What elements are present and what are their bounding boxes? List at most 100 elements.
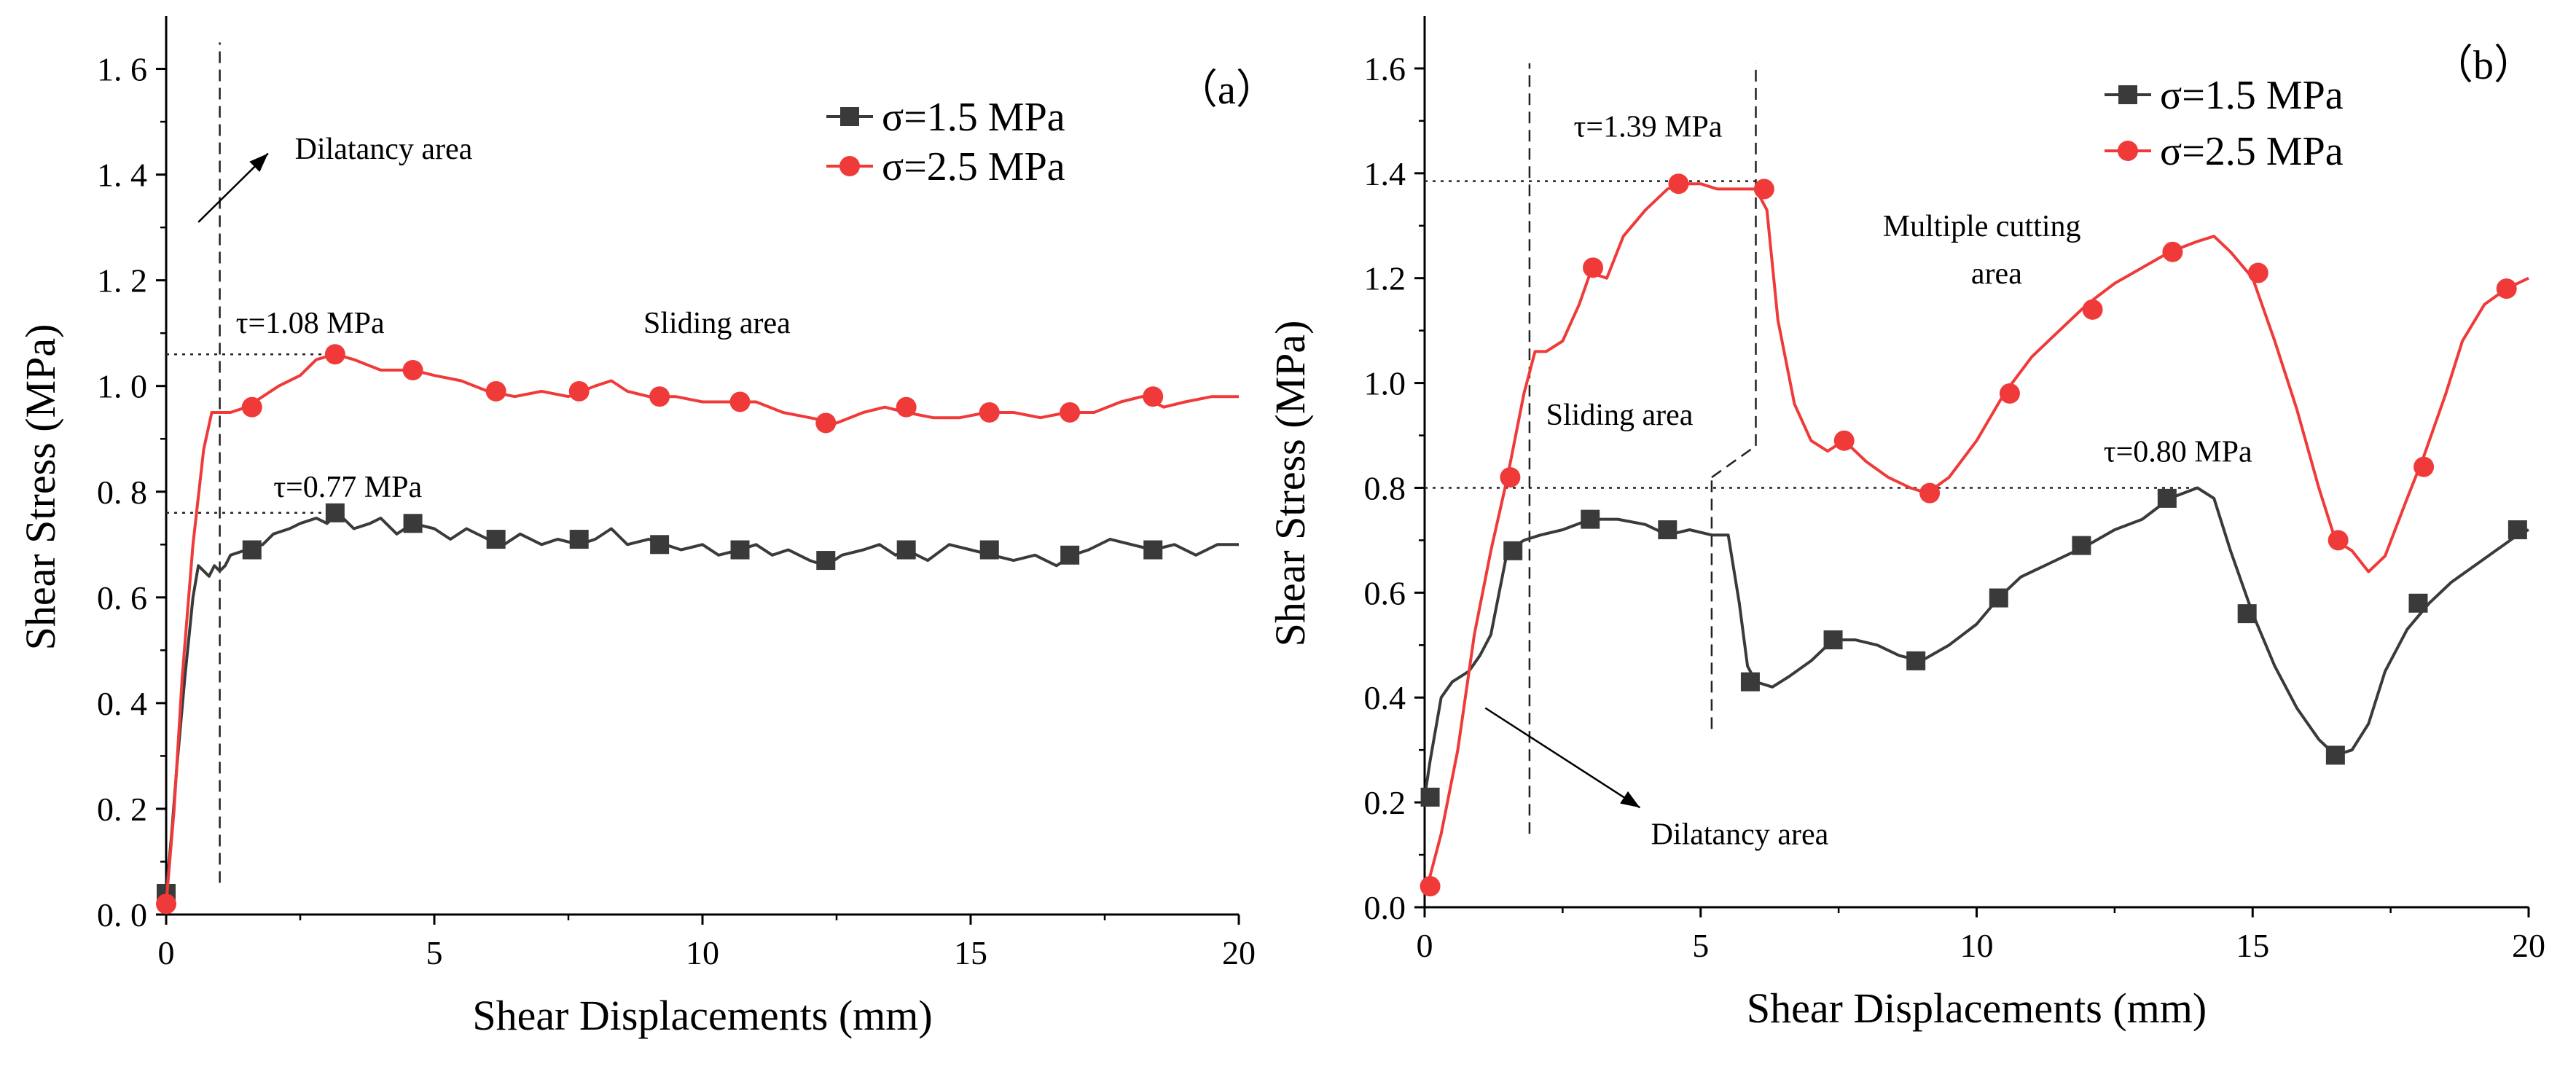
arrow-head (249, 153, 268, 172)
data-point-square (2408, 593, 2428, 613)
x-tick-label: 20 (1222, 934, 1256, 971)
data-point-square (403, 514, 423, 533)
y-tick-label: 1. 6 (97, 51, 147, 88)
data-point-circle (649, 386, 670, 407)
data-point-circle (1143, 386, 1164, 407)
y-tick-label: 1. 0 (97, 368, 147, 405)
data-point-circle (1420, 876, 1441, 897)
legend-label-0: σ=1.5 MPa (882, 95, 1065, 140)
data-point-square (1740, 672, 1760, 692)
data-point-circle (241, 396, 262, 418)
y-tick-label: 0. 4 (97, 685, 147, 722)
data-point-square (2157, 488, 2177, 508)
annotation-label: τ=0.80 MPa (2104, 436, 2252, 469)
data-point-square (1143, 540, 1163, 560)
x-tick-label: 0 (158, 934, 175, 971)
data-point-circle (2247, 262, 2268, 283)
data-point-circle (324, 344, 345, 365)
series-line-0 (1423, 486, 2529, 798)
y-tick-label: 0.6 (1364, 574, 1406, 611)
x-tick-label: 0 (1417, 927, 1433, 964)
x-tick-label: 5 (426, 934, 443, 971)
y-tick-label: 1.6 (1364, 50, 1406, 87)
legend-marker-square (2118, 85, 2137, 104)
data-point-square (1906, 651, 1926, 670)
y-tick-label: 0. 2 (97, 791, 147, 828)
data-point-square (1420, 787, 1440, 807)
data-point-circle (979, 402, 1000, 423)
legend-label-1: σ=2.5 MPa (2160, 129, 2344, 174)
legend-label-1: σ=2.5 MPa (882, 144, 1065, 189)
x-tick-label: 20 (2512, 927, 2545, 964)
data-point-circle (815, 412, 837, 434)
data-point-square (1503, 541, 1523, 560)
data-point-square (2072, 536, 2091, 555)
y-tick-label: 0.2 (1364, 784, 1406, 821)
annotation-label: area (1971, 257, 2022, 291)
data-point-square (1060, 545, 1080, 565)
x-tick-label: 15 (954, 934, 987, 971)
data-point-circle (568, 380, 590, 402)
x-tick-label: 5 (1692, 927, 1709, 964)
data-point-square (2325, 745, 2345, 765)
y-tick-label: 1.0 (1364, 365, 1406, 402)
data-point-circle (1500, 467, 1521, 488)
y-tick-label: 1. 2 (97, 262, 147, 299)
chart-panel-a: 0 5 10 15 20 0. 0 0. 2 0. 4 0. 6 0. 8 1. 0 1. 2 1. 4… (17, 16, 1277, 1039)
data-point-square (730, 540, 750, 560)
data-point-square (979, 540, 999, 560)
data-point-circle (1833, 430, 1855, 451)
y-tick-label: 0.8 (1364, 469, 1406, 506)
x-tick-label: 10 (686, 934, 719, 971)
y-axis-title: Shear Stress (MPa) (1267, 321, 1314, 647)
arrow-head (1620, 791, 1640, 808)
data-point-circle (2496, 278, 2517, 299)
annotation-label: Dilatancy area (295, 133, 473, 166)
x-axis-title: Shear Displacements (mm) (472, 992, 932, 1039)
arrow-shaft (1484, 707, 1641, 809)
data-point-circle (1753, 179, 1774, 200)
data-point-square (1581, 509, 1600, 529)
data-point-square (1989, 588, 2008, 608)
x-tick-label: 15 (2236, 927, 2269, 964)
data-point-circle (402, 359, 423, 380)
legend-marker-circle (2118, 141, 2138, 161)
legend-marker-circle (839, 156, 860, 176)
y-tick-label: 1. 4 (97, 157, 147, 194)
data-point-square (242, 540, 262, 560)
data-point-circle (2082, 299, 2103, 320)
data-point-square (896, 540, 916, 560)
data-point-square (486, 530, 506, 549)
data-point-circle (2328, 530, 2349, 551)
data-point-square (816, 551, 836, 571)
data-point-square (1823, 630, 1843, 650)
y-tick-label: 0. 8 (97, 474, 147, 511)
chart-panel-b: 0 5 10 15 20 0.0 0.2 0.4 0.6 0.8 1.0 1.2 1.4 1.6 Shear… (1267, 16, 2545, 1032)
annotation-label: τ=0.77 MPa (273, 471, 422, 504)
y-tick-label: 0. 6 (97, 579, 147, 616)
data-point-circle (2162, 241, 2183, 262)
y-tick-label: 1.4 (1364, 155, 1406, 192)
data-point-circle (1919, 482, 1941, 504)
data-point-circle (485, 380, 506, 402)
data-point-square (2237, 604, 2257, 624)
data-point-square (650, 535, 670, 555)
reference-line (1711, 445, 1757, 479)
y-axis-title: Shear Stress (MPa) (17, 324, 64, 651)
annotation-label: Multiple cutting (1883, 210, 2081, 243)
y-tick-label: 0. 0 (97, 896, 147, 933)
data-point-square (1658, 520, 1677, 540)
data-point-circle (1583, 257, 1604, 278)
data-point-square (2508, 520, 2527, 540)
y-tick-label: 0.4 (1364, 679, 1406, 716)
legend-marker-square (840, 107, 859, 126)
series-line-0 (165, 511, 1239, 894)
data-point-circle (729, 391, 751, 412)
data-point-square (325, 503, 345, 522)
data-point-circle (896, 396, 917, 418)
x-tick-label: 10 (1960, 927, 1994, 964)
data-point-square (569, 530, 589, 549)
annotation-label: Dilatancy area (1651, 818, 1829, 852)
data-point-circle (1060, 402, 1081, 423)
